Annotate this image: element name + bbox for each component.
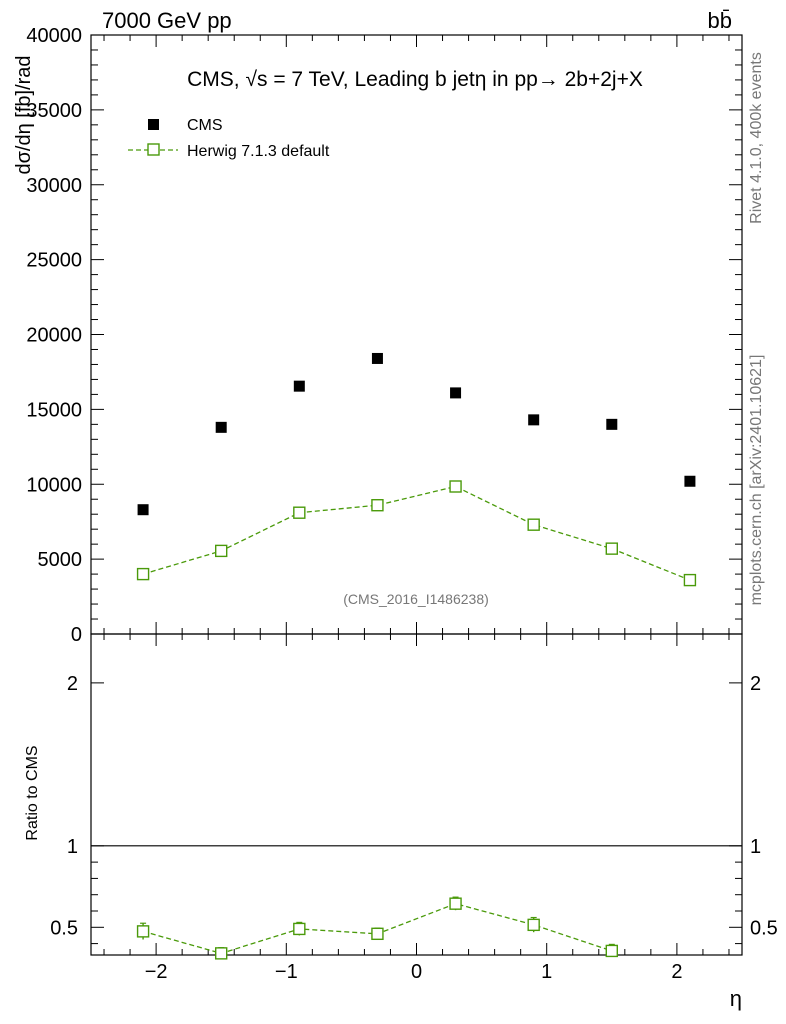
main-y-tick-label: 5000 — [38, 549, 83, 571]
main-y-tick-label: 10000 — [26, 474, 82, 496]
main-y-tick-label: 20000 — [26, 325, 82, 347]
ratio-y-tick-label-left: 0.5 — [50, 917, 78, 939]
ratio-point — [371, 927, 384, 941]
legend-marker-cms — [148, 119, 159, 130]
ratio-point — [214, 947, 228, 960]
ratio-y-tick-label-right: 0.5 — [750, 917, 778, 939]
side-label-bottom: mcplots.cern.ch [arXiv:2401.10621] — [748, 355, 765, 606]
main-y-tick-label: 15000 — [26, 399, 82, 421]
x-tick-label: 1 — [541, 961, 552, 983]
ratio-point — [136, 925, 150, 938]
herwig-point — [683, 573, 697, 587]
main-y-tick-label: 40000 — [26, 25, 82, 47]
analysis-watermark: (CMS_2016_I1486238) — [343, 591, 489, 607]
herwig-point — [449, 480, 462, 493]
herwig-point — [136, 567, 150, 581]
herwig-point — [605, 542, 618, 555]
cms-point — [528, 414, 540, 426]
ratio-y-tick-label-left: 1 — [67, 836, 78, 858]
ratio-y-tick-label-left: 2 — [67, 673, 78, 695]
legend: CMS Herwig 7.1.3 default — [128, 117, 330, 160]
main-y-axis-label: dσ/dη [fb]/rad — [13, 55, 35, 174]
chart-title: CMS, √s = 7 TeV, Leading b jetη in pp→ 2… — [187, 68, 643, 91]
legend-label-cms: CMS — [187, 117, 223, 134]
ratio-y-axis-label: Ratio to CMS — [24, 745, 41, 840]
ratio-point — [293, 922, 306, 936]
main-panel: 0 5000 10000 15000 20000 25000 30000 35000 40000 — [26, 25, 743, 646]
cms-point — [684, 475, 696, 487]
cms-point — [137, 504, 149, 516]
cms-point — [293, 380, 305, 392]
cms-point — [606, 418, 618, 430]
main-y-tick-label: 0 — [71, 624, 82, 646]
ratio-panel: 0.5 0.5 1 1 2 2 −2 −1 0 1 2 — [50, 633, 778, 983]
cms-point — [450, 387, 462, 399]
herwig-point — [214, 544, 228, 558]
header-right-label: bb̄ — [708, 8, 732, 33]
legend-label-herwig: Herwig 7.1.3 default — [187, 143, 330, 160]
ratio-y-tick-label-right: 1 — [750, 836, 761, 858]
herwig-point — [371, 499, 384, 512]
herwig-point — [293, 506, 306, 519]
x-tick-label: −2 — [145, 961, 168, 983]
x-tick-label: −1 — [275, 961, 298, 983]
herwig-point — [527, 518, 540, 531]
side-label-top: Rivet 4.1.0, 400k events — [748, 52, 765, 224]
main-y-tick-label: 30000 — [26, 175, 82, 197]
x-tick-label: 2 — [671, 961, 682, 983]
cms-point — [215, 421, 227, 433]
main-y-tick-label: 35000 — [26, 100, 82, 122]
x-tick-label: 0 — [411, 961, 422, 983]
x-axis-label: η — [730, 986, 742, 1011]
herwig-series-line — [142, 485, 691, 581]
main-y-tick-label: 25000 — [26, 250, 82, 272]
cms-point — [371, 352, 383, 364]
ratio-frame — [90, 633, 743, 956]
ratio-point — [449, 897, 462, 910]
header-left-label: 7000 GeV pp — [102, 8, 232, 33]
ratio-point — [605, 944, 618, 958]
ratio-y-tick-label-right: 2 — [750, 673, 761, 695]
ratio-point — [527, 918, 540, 932]
legend-marker-herwig — [147, 143, 160, 156]
